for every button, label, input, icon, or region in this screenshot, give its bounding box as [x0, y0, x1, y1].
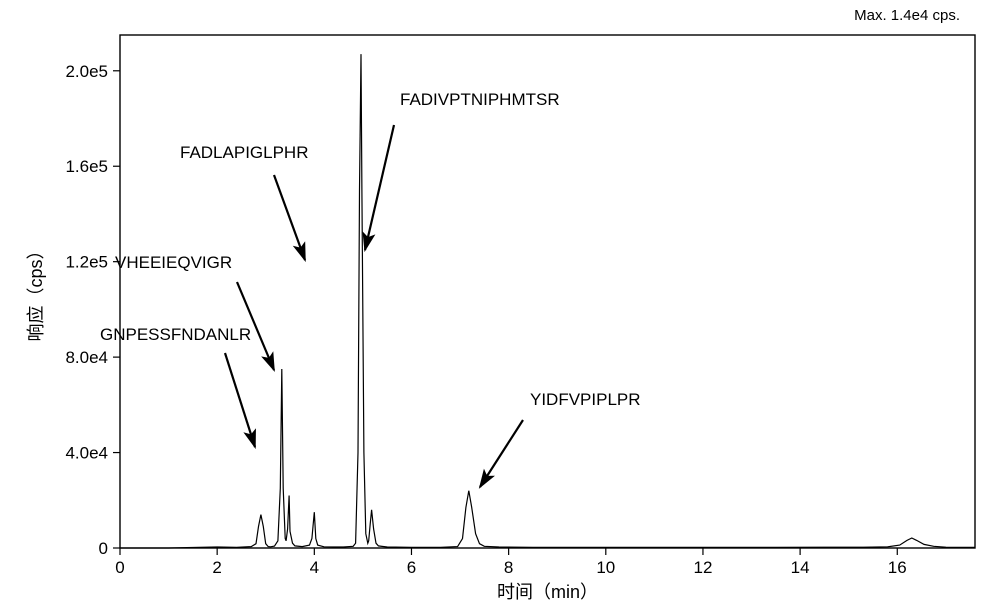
- max-cps-label: Max. 1.4e4 cps.: [854, 7, 960, 24]
- x-tick-label: 2: [212, 558, 221, 577]
- y-tick-label: 1.6e5: [65, 157, 108, 176]
- peak-arrow: [225, 353, 255, 447]
- x-tick-label: 0: [115, 558, 124, 577]
- peak-arrow: [365, 125, 394, 250]
- chromatogram-chart: Max. 1.4e4 cps. 0 2 4 6 8 10 12 14 16 0 4.0e4 8.0e4 1…: [0, 0, 1000, 614]
- x-tick-label: 14: [791, 558, 810, 577]
- y-tick-label: 8.0e4: [65, 348, 108, 367]
- x-tick-label: 8: [504, 558, 513, 577]
- peak-arrow: [274, 175, 305, 260]
- x-tick-label: 4: [310, 558, 319, 577]
- y-tick-label: 1.2e5: [65, 253, 108, 272]
- peak-label: FADLAPIGLPHR: [180, 143, 309, 162]
- x-tick-label: 16: [888, 558, 907, 577]
- peak-label: VHEEIEQVIGR: [115, 253, 232, 272]
- y-tick-label: 2.0e5: [65, 62, 108, 81]
- chart-svg: Max. 1.4e4 cps. 0 2 4 6 8 10 12 14 16 0 4.0e4 8.0e4 1…: [0, 0, 1000, 614]
- x-tick-label: 12: [693, 558, 712, 577]
- x-tick-label: 10: [596, 558, 615, 577]
- x-tick-label: 6: [407, 558, 416, 577]
- peak-arrow: [480, 420, 523, 487]
- peak-label: YIDFVPIPLPR: [530, 390, 641, 409]
- x-axis-label: 时间（min）: [497, 582, 598, 602]
- peak-label: FADIVPTNIPHMTSR: [400, 90, 560, 109]
- plot-border: [120, 35, 975, 548]
- y-axis-label: 响应（cps）: [26, 241, 46, 341]
- y-tick-label: 4.0e4: [65, 444, 108, 463]
- y-tick-label: 0: [99, 539, 108, 558]
- peak-label: GNPESSFNDANLR: [100, 325, 251, 344]
- chromatogram-trace: [120, 54, 975, 548]
